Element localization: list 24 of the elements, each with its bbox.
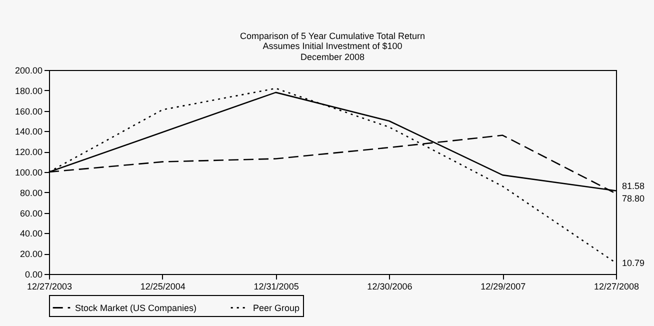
x-tick-label: 12/27/2003 [26, 282, 72, 292]
data-label: 10.79 [622, 258, 645, 268]
data-label: 81.58 [622, 180, 645, 191]
y-tick-label: 0.00 [24, 270, 42, 280]
y-tick-label: 40.00 [20, 228, 42, 239]
y-tick-label: 100.00 [14, 168, 42, 178]
legend-label: Stock Market (US Companies) [75, 302, 197, 313]
y-tick-label: 160.00 [14, 106, 42, 116]
x-tick-label: 12/30/2006 [367, 282, 412, 292]
chart-subtitle: Assumes Initial Investment of $100 December 2008 [262, 41, 402, 62]
y-tick-label: 140.00 [14, 126, 42, 137]
y-tick-label: 180.00 [14, 86, 42, 96]
y-tick-label: 80.00 [20, 188, 42, 198]
x-tick-label: 12/27/2008 [594, 282, 640, 292]
data-label: 78.80 [622, 194, 645, 204]
y-tick-label: 120.00 [14, 147, 42, 158]
x-tick-label: 12/31/2005 [254, 282, 299, 292]
x-tick-label: 12/29/2007 [480, 282, 526, 292]
x-tick-label: 12/25/2004 [140, 282, 186, 292]
chart-title: Comparison of 5 Year Cumulative Total Return [240, 31, 425, 41]
y-tick-label: 200.00 [14, 66, 42, 76]
y-tick-label: 60.00 [20, 208, 42, 218]
legend-label: Peer Group [253, 302, 300, 313]
y-tick-label: 20.00 [20, 249, 42, 260]
